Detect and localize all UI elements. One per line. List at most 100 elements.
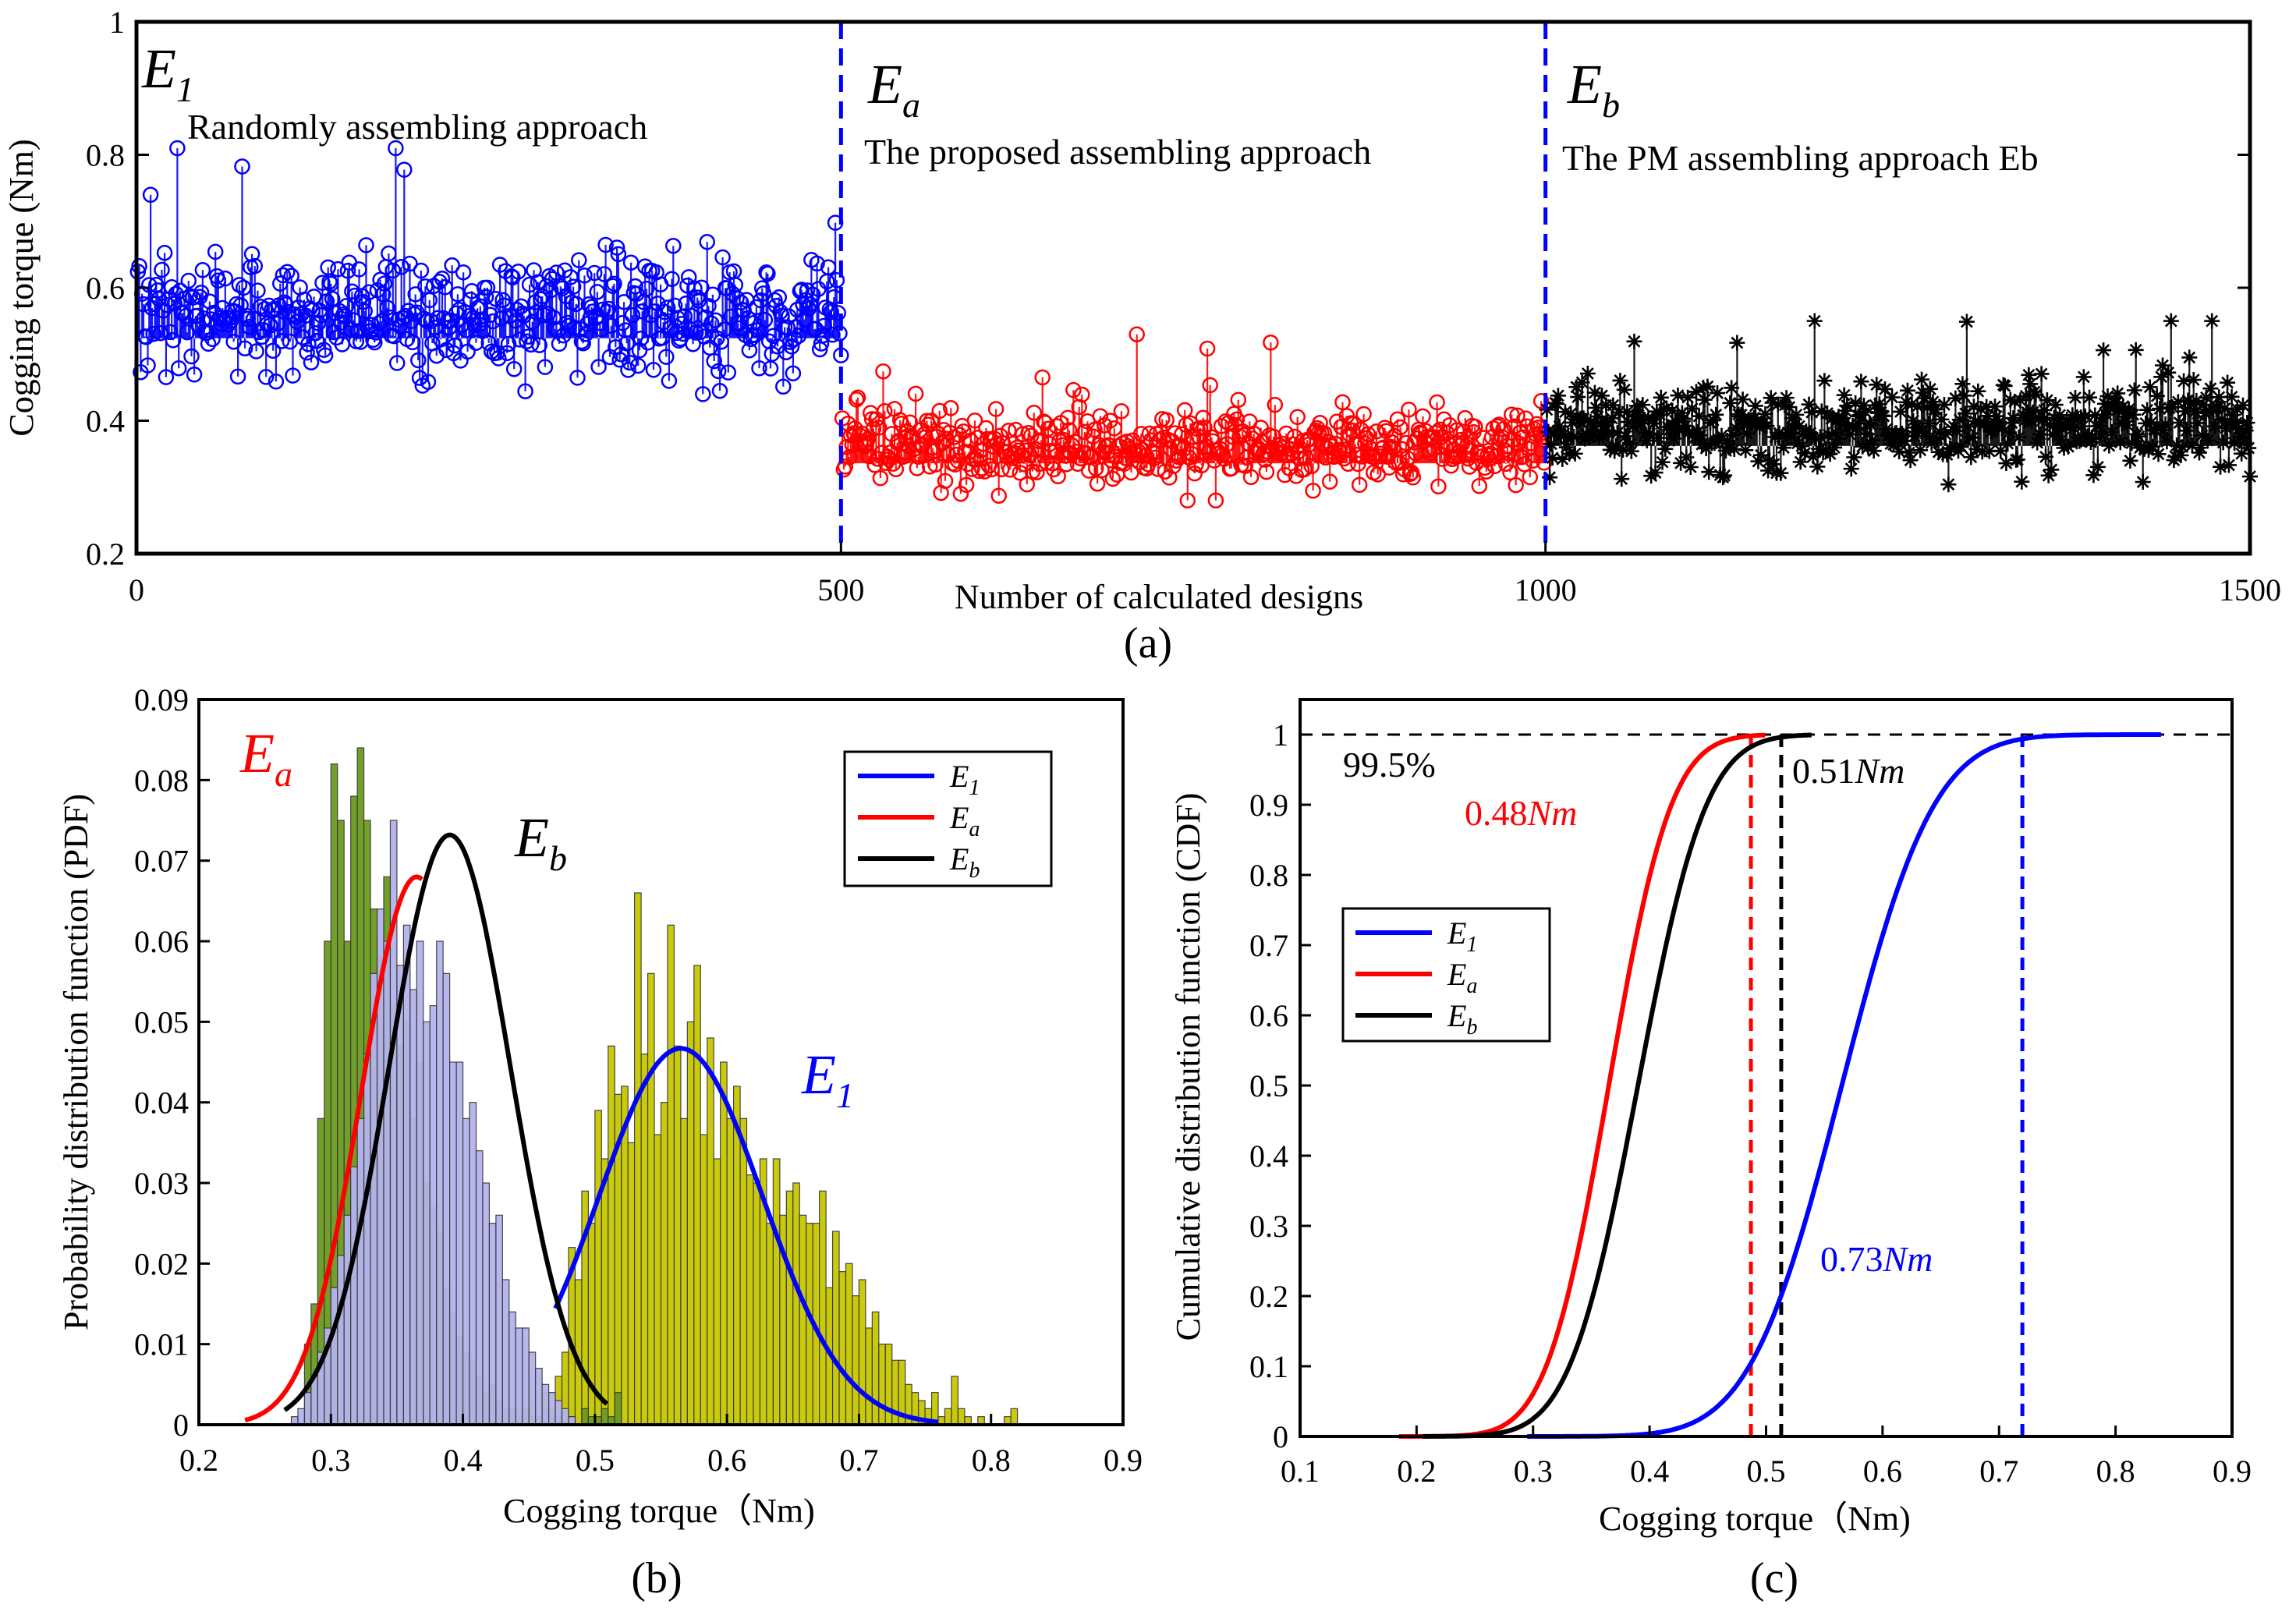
data-point-ea [1438, 424, 1455, 441]
section-title-e1: E1 [141, 37, 194, 109]
data-point-ea [1331, 441, 1348, 459]
data-point-eb [1885, 437, 1901, 453]
data-point-ea [877, 403, 893, 420]
data-point-e1 [597, 236, 614, 253]
data-point-ea [872, 469, 889, 487]
data-point-eb [1984, 423, 2000, 439]
data-point-e1 [756, 311, 774, 328]
data-point-eb [2040, 467, 2057, 483]
data-point-e1 [645, 362, 662, 378]
threshold-label-ea: 0.48Nm [1465, 793, 1577, 833]
data-point-eb [2108, 395, 2124, 411]
data-point-eb [1563, 406, 1579, 422]
data-point-e1 [186, 367, 203, 383]
data-point-e1 [714, 249, 731, 266]
annotation-e1: E1 [801, 1043, 854, 1115]
y-tick-label: 0.04 [134, 1086, 189, 1121]
data-point-eb [1925, 394, 1941, 410]
data-point-e1 [531, 337, 547, 353]
data-point-eb [2199, 432, 2216, 448]
data-point-e1 [303, 354, 320, 370]
data-point-e1 [627, 278, 643, 295]
histogram-bar-e1 [627, 1142, 636, 1426]
data-point-eb [1994, 420, 2011, 437]
data-point-e1 [253, 328, 271, 345]
data-point-e1 [180, 272, 197, 289]
y-tick-label: 1 [1273, 717, 1288, 753]
data-point-e1 [437, 279, 453, 296]
data-point-eb [1632, 409, 1648, 426]
data-point-eb [2056, 440, 2072, 456]
data-point-eb [1584, 418, 1600, 434]
data-point-eb [2142, 379, 2158, 395]
data-point-ea [1340, 455, 1356, 472]
data-point-eb [1640, 409, 1656, 426]
data-point-ea [1179, 492, 1196, 509]
histogram-bar-ea [581, 1408, 589, 1426]
data-point-eb [1708, 406, 1724, 423]
data-point-eb [1710, 385, 1726, 402]
data-point-eb [1998, 455, 2014, 472]
histogram-bar-e1 [720, 1061, 728, 1426]
histogram-bar-e1 [799, 1214, 807, 1426]
data-point-eb [1668, 414, 1685, 430]
data-point-e1 [145, 325, 161, 342]
data-point-eb [1898, 394, 1915, 410]
data-point-eb [2047, 397, 2064, 413]
data-point-e1 [718, 280, 735, 296]
data-point-eb [1951, 412, 1968, 428]
data-point-ea [875, 363, 891, 380]
histogram-bar-e1 [845, 1263, 853, 1426]
data-point-ea [1022, 447, 1038, 463]
data-point-e1 [779, 319, 795, 336]
y-tick-label: 0 [1273, 1419, 1288, 1454]
data-point-eb [1846, 449, 1862, 466]
data-point-ea [1235, 427, 1253, 444]
data-point-eb [2066, 420, 2082, 437]
histogram-bar-e1 [693, 965, 701, 1426]
data-point-e1 [576, 267, 593, 284]
histogram-bar-e1 [831, 1231, 840, 1426]
data-point-eb [1827, 424, 1844, 441]
x-tick-label: 0.7 [839, 1443, 878, 1478]
x-tick-label: 0.4 [444, 1443, 483, 1478]
data-point-e1 [634, 303, 650, 320]
data-point-eb [1813, 403, 1830, 420]
histogram-bar-e1 [1010, 1408, 1019, 1426]
data-point-ea [958, 476, 975, 494]
histogram-bar-eb [442, 972, 451, 1426]
data-point-ea [1368, 423, 1385, 440]
y-tick-label: 0.8 [1249, 858, 1288, 893]
data-point-e1 [484, 313, 501, 330]
data-point-eb [1967, 413, 1983, 430]
data-point-e1 [158, 369, 175, 385]
histogram-bar-eb [297, 1408, 306, 1426]
data-point-e1 [589, 284, 606, 300]
data-point-e1 [411, 370, 428, 386]
data-point-e1 [512, 298, 530, 315]
legend: E1 Ea Eb [1341, 907, 1551, 1043]
data-point-ea [1401, 401, 1417, 418]
data-point-eb [2022, 376, 2039, 392]
data-point-eb [2071, 433, 2088, 449]
data-point-eb [1678, 449, 1695, 466]
data-point-e1 [245, 310, 262, 328]
data-point-ea [987, 401, 1004, 417]
histogram-bar-e1 [772, 1158, 781, 1426]
data-point-ea [1504, 406, 1520, 423]
data-point-eb [1808, 430, 1824, 447]
data-point-e1 [374, 313, 390, 330]
data-point-eb [1656, 402, 1672, 418]
data-point-eb [1907, 428, 1923, 444]
data-point-e1 [741, 342, 758, 359]
data-point-eb [2089, 459, 2106, 475]
histogram-bar-ea [614, 1392, 622, 1426]
histogram-bar-e1 [739, 1117, 748, 1426]
data-point-eb [2197, 405, 2213, 421]
data-point-e1 [704, 286, 721, 303]
data-point-eb [1972, 401, 1989, 417]
fit-curve-eb [283, 832, 609, 1412]
data-point-eb [1558, 439, 1575, 455]
data-point-ea [1113, 403, 1130, 420]
data-point-eb [2060, 438, 2076, 455]
